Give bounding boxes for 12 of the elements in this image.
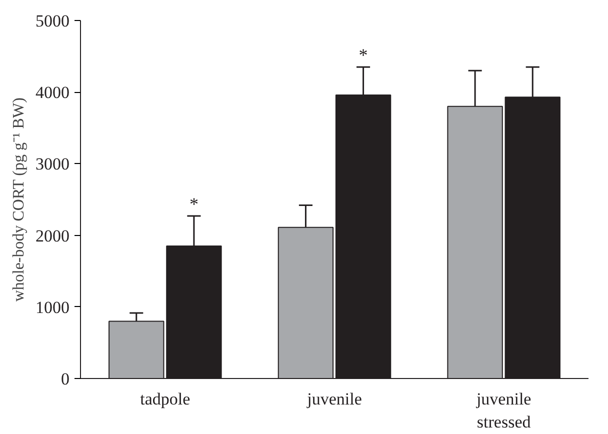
y-axis-title: whole-body CORT (pg g⁻¹ BW): [10, 98, 28, 302]
y-tick-label: 2000: [36, 226, 70, 246]
y-tick-label: 5000: [36, 12, 70, 30]
y-tick-label: 4000: [36, 83, 70, 102]
y-tick-label: 0: [61, 370, 70, 388]
x-tick-label: juvenile stressed: [475, 390, 532, 432]
annotation: *: [358, 45, 368, 66]
y-tick-label: 1000: [36, 298, 70, 317]
annotation: *: [189, 194, 198, 214]
x-tick-label: juvenile: [306, 390, 362, 408]
y-tick-label: 3000: [36, 154, 70, 174]
x-tick-label: tadpole: [140, 390, 190, 408]
